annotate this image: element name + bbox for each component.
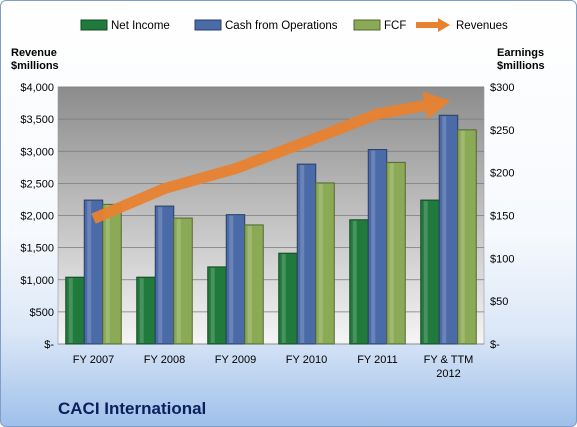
legend-item-revenues: Revenues — [416, 18, 508, 32]
right-axis-title: Earnings — [497, 47, 544, 59]
right-tick-label: $300 — [490, 82, 514, 94]
left-tick-label: $2,500 — [20, 178, 54, 190]
bar-net-income — [207, 266, 227, 345]
bar-highlight — [423, 201, 428, 343]
bar-fcf — [173, 217, 193, 345]
bar-highlight — [460, 130, 465, 343]
left-axis-title: Revenue — [11, 47, 57, 59]
left-tick-label: $1,500 — [20, 243, 54, 255]
bar-highlight — [281, 254, 286, 343]
left-tick-label: $2,000 — [20, 211, 54, 223]
bar-cash-from-operations — [154, 205, 175, 345]
bar-net-income — [136, 276, 156, 345]
company-name: CACI International — [58, 399, 206, 418]
bar-cash-from-operations — [225, 214, 246, 345]
bar-highlight — [176, 219, 181, 343]
bar-highlight — [300, 165, 305, 343]
legend: Net Income Cash from Operations FCF Revenue… — [80, 18, 508, 32]
bar-highlight — [229, 215, 234, 343]
right-tick-label: $- — [490, 339, 500, 351]
bar-highlight — [158, 207, 163, 343]
left-tick-label: $4,000 — [20, 82, 54, 94]
x-tick-label: FY 2008 — [144, 354, 185, 366]
left-tick-label: $- — [44, 339, 54, 351]
bar-fcf — [457, 129, 477, 345]
x-tick-label: FY & TTM — [424, 354, 474, 366]
legend-label: Revenues — [456, 20, 508, 32]
left-tick-label: $500 — [30, 307, 54, 319]
right-tick-label: $150 — [490, 211, 514, 223]
bar-net-income — [420, 199, 440, 345]
bar-fcf — [386, 161, 406, 345]
revenue-arrow-head — [422, 91, 451, 120]
x-tick-label: FY 2010 — [286, 354, 327, 366]
bar-highlight — [210, 267, 215, 343]
bar-highlight — [139, 278, 144, 343]
legend-swatch-icon — [353, 19, 381, 31]
bar-highlight — [247, 225, 252, 343]
bar-fcf — [315, 182, 335, 345]
bar-highlight — [87, 201, 92, 343]
legend-swatch-icon — [80, 19, 108, 31]
bar-highlight — [68, 278, 73, 343]
bar-cash-from-operations — [438, 114, 459, 345]
x-tick-label: 2012 — [436, 368, 460, 380]
legend-item-cash-from-operations: Cash from Operations — [194, 19, 338, 32]
legend-swatch-icon — [194, 19, 222, 31]
legend-label: Net Income — [111, 20, 170, 32]
bar-highlight — [442, 116, 447, 344]
left-tick-label: $3,000 — [20, 146, 54, 158]
bar-fcf — [102, 203, 122, 345]
right-tick-label: $100 — [490, 253, 514, 265]
x-tick-label: FY 2009 — [215, 354, 256, 366]
right-tick-label: $50 — [490, 296, 508, 308]
left-axis-title: $millions — [11, 60, 59, 72]
legend-arrow-icon — [438, 18, 450, 32]
right-tick-label: $250 — [490, 125, 514, 137]
bar-highlight — [105, 205, 110, 343]
bar-highlight — [352, 220, 357, 343]
bar-highlight — [371, 150, 376, 343]
legend-label: Cash from Operations — [225, 20, 338, 32]
right-axis-title: $millions — [497, 60, 545, 72]
revenue-arrow-line — [91, 99, 426, 224]
legend-label: FCF — [384, 20, 406, 32]
bar-net-income — [65, 276, 85, 345]
bar-cash-from-operations — [296, 163, 317, 345]
bar-highlight — [389, 163, 394, 343]
bar-highlight — [318, 183, 323, 343]
bar-net-income — [278, 252, 298, 345]
bar-cash-from-operations — [367, 149, 388, 345]
bar-fcf — [244, 224, 264, 345]
left-tick-label: $3,500 — [20, 114, 54, 126]
legend-item-fcf: FCF — [353, 19, 406, 32]
left-tick-label: $1,000 — [20, 275, 54, 287]
x-tick-label: FY 2007 — [73, 354, 114, 366]
legend-item-net-income: Net Income — [80, 19, 170, 32]
right-tick-label: $200 — [490, 168, 514, 180]
x-tick-label: FY 2011 — [357, 354, 398, 366]
bar-net-income — [349, 219, 369, 345]
